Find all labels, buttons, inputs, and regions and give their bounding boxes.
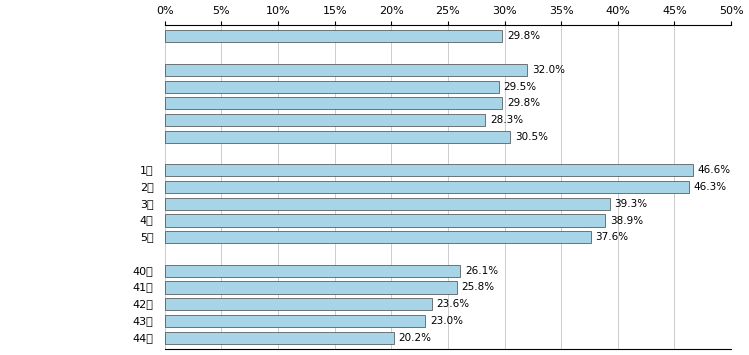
Bar bbox=[165, 97, 503, 109]
Bar bbox=[165, 114, 485, 126]
Text: 3位: 3位 bbox=[140, 199, 154, 209]
Bar bbox=[165, 198, 610, 210]
Bar bbox=[165, 231, 591, 243]
Text: 29.8%: 29.8% bbox=[507, 98, 540, 108]
Bar bbox=[165, 164, 693, 176]
Text: 4位: 4位 bbox=[140, 215, 154, 225]
Text: 46.3%: 46.3% bbox=[694, 182, 727, 192]
Bar bbox=[165, 30, 503, 42]
Text: 37.6%: 37.6% bbox=[595, 232, 628, 242]
Bar bbox=[165, 64, 527, 76]
Bar bbox=[165, 282, 457, 294]
Text: 29.5%: 29.5% bbox=[503, 82, 536, 92]
Bar bbox=[165, 298, 432, 310]
Text: 46.6%: 46.6% bbox=[697, 165, 730, 175]
Text: 5位: 5位 bbox=[140, 232, 154, 242]
Text: 23.6%: 23.6% bbox=[437, 299, 470, 309]
Text: 41位: 41位 bbox=[133, 283, 154, 293]
Bar bbox=[165, 265, 461, 277]
Text: 39.3%: 39.3% bbox=[614, 199, 648, 209]
Text: 1位: 1位 bbox=[140, 165, 154, 175]
Text: 40位: 40位 bbox=[133, 266, 154, 276]
Text: 26.1%: 26.1% bbox=[465, 266, 498, 276]
Text: 23.0%: 23.0% bbox=[430, 316, 463, 326]
Bar bbox=[165, 315, 425, 327]
Bar bbox=[165, 181, 689, 193]
Text: 25.8%: 25.8% bbox=[461, 283, 494, 293]
Text: 28.3%: 28.3% bbox=[490, 115, 523, 125]
Text: 20.2%: 20.2% bbox=[398, 333, 431, 343]
Text: 32.0%: 32.0% bbox=[532, 65, 565, 75]
Bar bbox=[165, 131, 510, 143]
Text: 38.9%: 38.9% bbox=[610, 215, 643, 225]
Text: 42位: 42位 bbox=[133, 299, 154, 309]
Bar bbox=[165, 81, 499, 93]
Bar bbox=[165, 332, 393, 344]
Text: 44位: 44位 bbox=[133, 333, 154, 343]
Text: 29.8%: 29.8% bbox=[507, 31, 540, 41]
Text: 30.5%: 30.5% bbox=[515, 132, 548, 142]
Text: 43位: 43位 bbox=[133, 316, 154, 326]
Text: 2位: 2位 bbox=[140, 182, 154, 192]
Bar bbox=[165, 214, 605, 226]
